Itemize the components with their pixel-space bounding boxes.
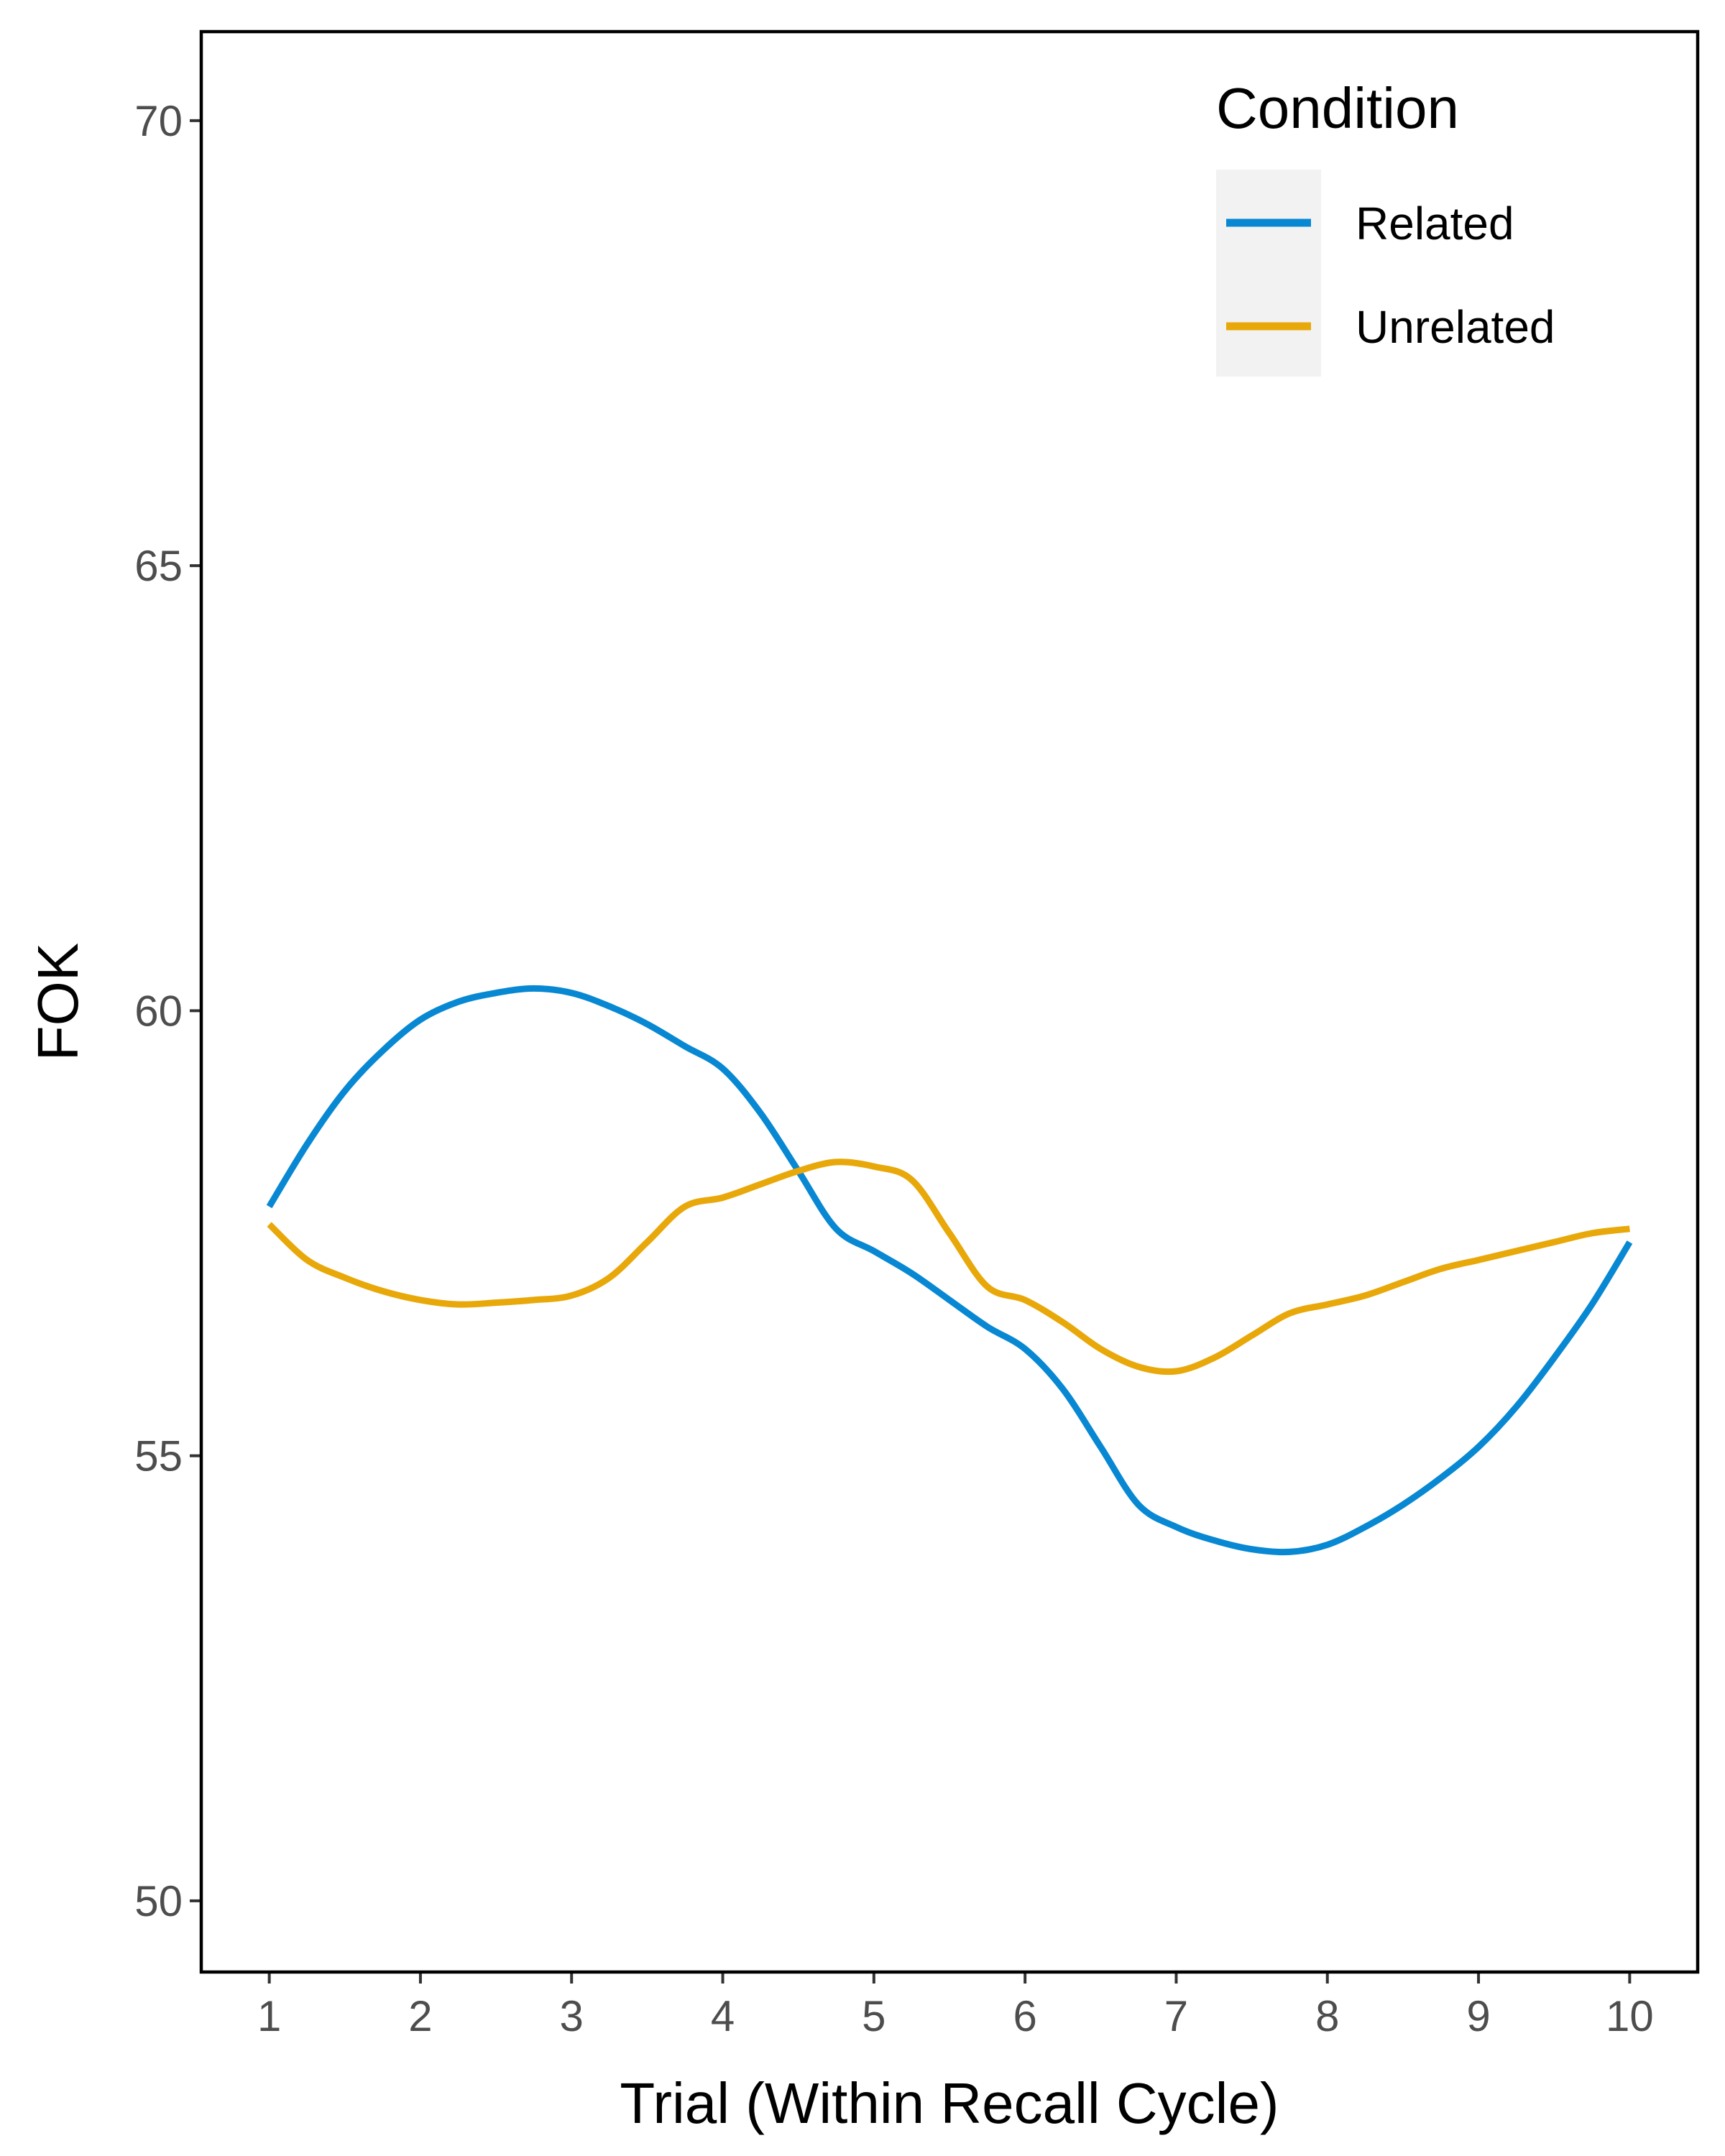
- x-tick-label: 2: [408, 1992, 432, 2040]
- x-tick-label: 10: [1606, 1992, 1654, 2040]
- legend-title: Condition: [1216, 76, 1459, 140]
- legend-key-background: [1216, 170, 1321, 377]
- x-tick-label: 6: [1013, 1992, 1036, 2040]
- series-line-unrelated: [267, 1158, 1630, 1376]
- x-axis-ticks: 1 2 3 4 5 6 7 8 9 10: [257, 1972, 1654, 2040]
- x-tick-label: 9: [1466, 1992, 1490, 2040]
- y-axis-title: FOK: [26, 943, 90, 1061]
- legend-label-unrelated: Unrelated: [1356, 301, 1555, 353]
- x-tick-label: 7: [1164, 1992, 1188, 2040]
- plot-panel-border: [199, 29, 1700, 1974]
- x-tick-label: 1: [257, 1992, 281, 2040]
- y-tick-label: 60: [134, 987, 183, 1035]
- legend-items: Related Unrelated: [1226, 198, 1555, 353]
- legend-label-related: Related: [1356, 198, 1514, 249]
- y-tick-label: 65: [134, 542, 183, 590]
- x-tick-label: 8: [1315, 1992, 1339, 2040]
- legend: Condition Related Unrelated: [1216, 76, 1555, 377]
- x-axis-title: Trial (Within Recall Cycle): [620, 2071, 1279, 2135]
- x-tick-label: 3: [560, 1992, 584, 2040]
- y-tick-label: 50: [134, 1877, 183, 1925]
- y-tick-label: 55: [134, 1432, 183, 1480]
- y-axis-ticks: 50 55 60 65 70: [134, 97, 201, 1925]
- series-line-related: [266, 985, 1633, 1556]
- series-layer: [266, 985, 1633, 1556]
- x-tick-label: 5: [862, 1992, 886, 2040]
- x-tick-label: 4: [711, 1992, 735, 2040]
- y-tick-label: 70: [134, 97, 183, 145]
